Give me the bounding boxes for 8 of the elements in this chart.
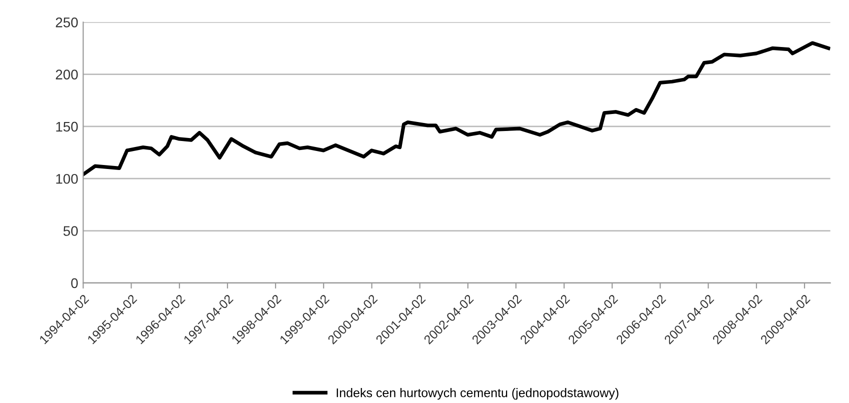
y-tick-label: 100: [56, 174, 78, 184]
y-tick-label: 150: [56, 122, 78, 132]
y-tick-label: 50: [63, 226, 78, 236]
y-tick-label: 0: [71, 278, 78, 288]
y-tick-label: 200: [56, 70, 78, 80]
y-tick-label: 250: [56, 18, 78, 28]
line-series: [83, 41, 830, 176]
legend-label: Indeks cen hurtowych cementu (jednopodstawowy): [336, 388, 618, 400]
